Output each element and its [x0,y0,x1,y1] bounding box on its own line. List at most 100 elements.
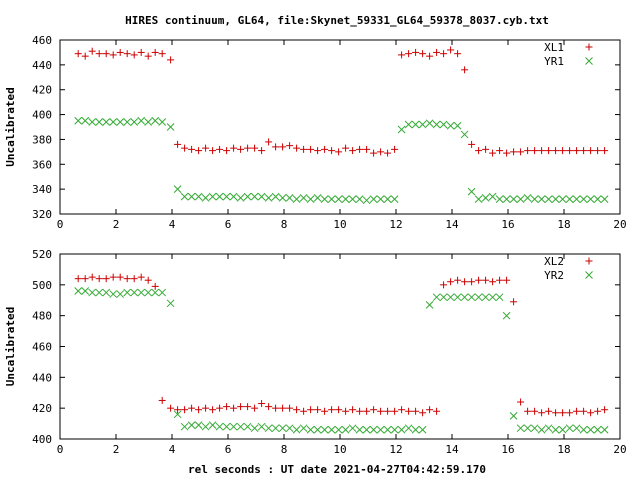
data-point [559,409,567,417]
data-point [194,421,203,429]
x-tick-label: 12 [389,218,402,231]
data-point [88,47,96,55]
data-point [482,145,490,153]
data-point [81,116,90,125]
data-point [390,425,399,434]
data-point [404,424,413,433]
data-point [271,192,280,201]
data-point [188,404,196,412]
data-point [137,273,145,281]
data-point [510,298,518,306]
legend-marker [585,257,593,265]
data-point [151,282,159,290]
data-point [593,425,602,434]
chart-title: HIRES continuum, GL64, file:Skynet_59331… [125,14,549,27]
data-point [362,425,371,434]
data-point [327,195,336,203]
data-point [237,145,245,153]
data-point [593,195,602,203]
data-point [355,425,364,434]
data-point [552,147,560,155]
data-point [475,276,483,284]
data-point [453,293,462,302]
x-tick-label: 18 [557,218,570,231]
y-tick-label: 400 [32,109,52,122]
data-point [244,403,252,411]
data-point [566,409,574,417]
data-point [524,147,532,155]
data-point [202,404,210,412]
data-point [257,422,266,431]
data-point [377,407,385,415]
y-tick-label: 360 [32,158,52,171]
data-point [405,50,413,58]
data-point [293,144,301,152]
data-point [383,195,392,203]
data-point [544,195,553,203]
data-point [363,407,371,415]
data-point [166,299,175,308]
data-point [251,144,259,152]
data-point [348,424,357,433]
x-tick-label: 20 [613,218,626,231]
data-point [272,404,280,412]
data-point [517,148,525,156]
data-point [258,400,266,408]
data-point [432,120,441,129]
data-point [116,273,124,281]
data-point [566,147,574,155]
series-YR2 [74,287,609,434]
data-point [439,293,448,302]
data-point [144,288,153,297]
data-point [292,425,301,434]
data-point [468,278,476,286]
data-point [418,425,427,434]
data-point [587,409,595,417]
data-point [81,287,90,295]
data-point [467,187,476,196]
data-point [215,422,224,431]
data-point [474,293,483,302]
data-point [404,120,413,129]
data-point [335,148,343,156]
data-point [376,195,385,203]
data-point [572,195,581,203]
data-point [102,288,111,297]
data-point [558,195,567,203]
data-point [174,140,182,148]
data-point [123,275,131,283]
data-point [544,424,553,433]
y-tick-label: 320 [32,208,52,221]
legend-marker [585,57,593,65]
y-axis-label: Uncalibrated [4,307,17,386]
data-point [102,118,111,126]
data-point [405,407,413,415]
data-point [137,116,146,125]
data-point [187,421,196,429]
data-point [223,147,231,155]
data-point [321,145,329,153]
data-point [222,192,231,201]
data-point [496,276,504,284]
data-point [391,407,399,415]
data-point [258,147,266,155]
data-point [523,424,532,433]
data-point [411,425,420,434]
data-point [293,406,301,414]
data-point [370,149,378,157]
data-point [251,404,259,412]
data-point [600,195,609,203]
data-point [516,424,525,433]
data-point [180,192,189,201]
data-point [215,192,224,201]
data-point [397,125,406,134]
y-tick-label: 400 [32,433,52,446]
data-point [271,424,280,433]
data-point [523,193,532,202]
data-point [468,140,476,148]
data-point [95,288,104,297]
data-point [447,46,455,54]
data-point [363,145,371,153]
data-point [446,293,455,302]
data-point [600,425,609,434]
